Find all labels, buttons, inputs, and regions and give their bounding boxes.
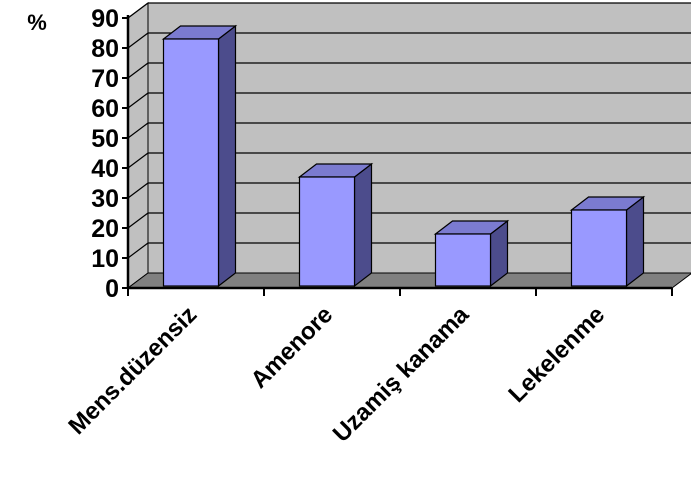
bar	[161, 24, 238, 288]
y-tick-label: 40	[91, 155, 119, 183]
category-label: Lekelenme	[503, 301, 610, 408]
bar-front	[434, 233, 492, 287]
y-axis-unit-label: %	[27, 10, 47, 35]
bar	[433, 219, 510, 288]
bar-side	[217, 24, 237, 288]
bar	[569, 195, 646, 288]
bars	[161, 24, 646, 288]
category-label: Mens.düzensiz	[63, 301, 202, 440]
gridline-side	[127, 32, 149, 49]
gridline-side	[127, 242, 149, 259]
chart-walls	[126, 2, 691, 289]
gridline-side	[127, 122, 149, 139]
y-tick-label: 70	[91, 65, 119, 93]
gridline-side	[127, 152, 149, 169]
gridline-side	[127, 182, 149, 199]
bar-front	[162, 38, 220, 287]
bar-side	[625, 195, 645, 288]
y-tick-label: 90	[91, 5, 119, 33]
y-tick-label: 60	[91, 95, 119, 123]
category-label: Amenore	[246, 301, 339, 394]
y-tick-label: 20	[91, 215, 119, 243]
category-label: Uzamiş kanama	[328, 301, 475, 448]
y-tick-label: 30	[91, 185, 119, 213]
gridline-side	[127, 2, 149, 19]
bar-front	[570, 209, 628, 287]
bar	[297, 162, 374, 288]
gridline-side	[127, 62, 149, 79]
y-tick-label: 10	[91, 245, 119, 273]
bar-side	[353, 162, 373, 288]
y-tick-label: 0	[105, 275, 119, 303]
y-tick-label: 80	[91, 35, 119, 63]
y-tick-label: 50	[91, 125, 119, 153]
bar-front	[298, 176, 356, 287]
gridline-side	[127, 92, 149, 109]
gridline-side	[127, 212, 149, 229]
